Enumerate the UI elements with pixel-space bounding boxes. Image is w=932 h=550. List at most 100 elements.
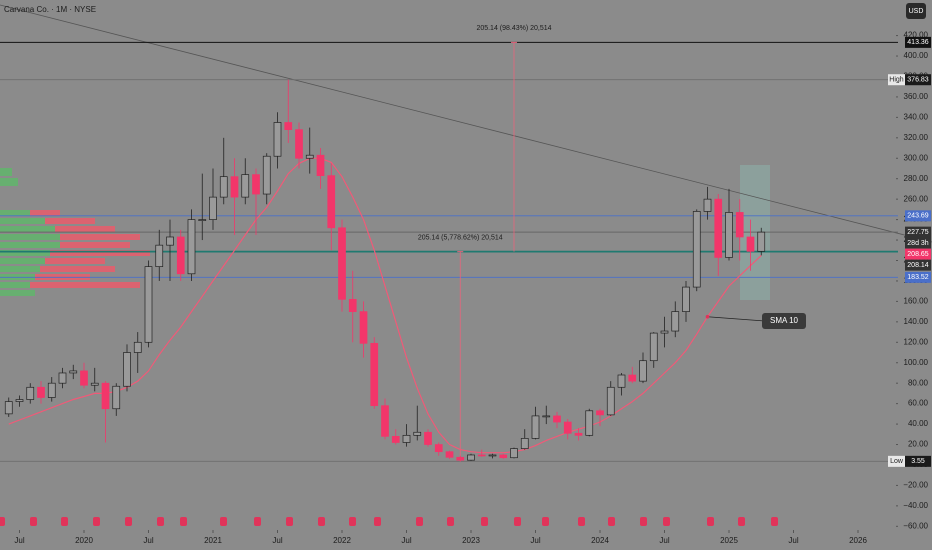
y-tick-label: 120.00 [904, 337, 929, 346]
candle-body [370, 342, 379, 407]
candle-body [456, 456, 465, 461]
candle-body [424, 431, 432, 445]
sma-label-box [762, 313, 806, 329]
candle-body [198, 219, 207, 221]
price-label: 183.52 [907, 274, 929, 281]
y-tick-label: 260.00 [904, 194, 929, 203]
x-tick-label: 2025 [720, 536, 738, 545]
y-tick-label: 420.00 [904, 31, 929, 40]
y-tick-label: 140.00 [904, 317, 929, 326]
price-label-box [905, 271, 931, 283]
sma-line [8, 157, 762, 454]
y-tick-label: 100.00 [904, 358, 929, 367]
price-label-box [905, 210, 931, 222]
candle-body [230, 176, 239, 198]
candle-body [467, 454, 475, 461]
candle-body [520, 438, 529, 449]
price-label: 243.69 [907, 213, 929, 220]
price-label-box [905, 248, 931, 260]
candle-body [735, 212, 744, 238]
x-tick-label: 2020 [75, 536, 93, 545]
price-label: 227.75 [907, 229, 929, 236]
y-tick-label: −60.00 [903, 521, 928, 530]
candle-body [477, 454, 486, 457]
price-label-box [905, 36, 931, 48]
y-tick-label: 360.00 [904, 92, 929, 101]
candle-body [47, 382, 56, 398]
candle-body [585, 410, 594, 436]
y-tick-label: 300.00 [904, 153, 929, 162]
candle-body [4, 401, 13, 415]
countdown: 28d 3h [907, 240, 929, 247]
measure-label: 205.14 (5,778.62%) 20,514 [418, 235, 503, 242]
y-tick-label: 340.00 [904, 112, 929, 121]
candle-body [241, 174, 250, 198]
currency[interactable]: USD [909, 8, 924, 15]
candle-body [273, 122, 282, 157]
candle-body [219, 176, 228, 198]
candle-body [37, 386, 45, 398]
y-tick-label: 400.00 [904, 51, 929, 60]
y-tick-label: 60.00 [908, 399, 929, 408]
candle-body [413, 431, 422, 436]
candle-body [80, 370, 88, 386]
x-tick-label: 2026 [849, 536, 867, 545]
candle-body [327, 175, 336, 229]
y-tick-label: −20.00 [903, 481, 928, 490]
candle-body [144, 266, 153, 343]
y-tick-label: 160.00 [904, 297, 929, 306]
candle-body [90, 382, 99, 386]
x-tick-label: Jul [659, 536, 669, 545]
candle-body [391, 436, 400, 443]
candle-body [639, 360, 647, 382]
candle-body [574, 432, 583, 436]
candle-body [252, 174, 260, 195]
x-tick-label: Jul [788, 536, 798, 545]
candle-body [262, 155, 271, 195]
candle-body [703, 198, 712, 212]
candle-body [187, 219, 196, 275]
price-label-box [905, 74, 931, 86]
price-label-box [905, 226, 931, 249]
price-label: 3.55 [911, 458, 925, 465]
candle-body [606, 386, 615, 416]
price-label: 376.83 [907, 77, 929, 84]
y-tick-label: 320.00 [904, 133, 929, 142]
sma-dot [705, 314, 710, 319]
candle-body [488, 454, 497, 457]
currency-button[interactable] [906, 3, 926, 19]
candle-body [682, 286, 690, 312]
y-tick-label: 80.00 [908, 378, 929, 387]
candle-body [402, 434, 411, 443]
price-tag: High [889, 77, 904, 84]
candle-body [542, 415, 551, 418]
x-tick-label: 2021 [204, 536, 222, 545]
price-label: 208.65 [907, 251, 929, 258]
candle-body [15, 399, 24, 402]
x-tick-label: Jul [401, 536, 411, 545]
candle-body [69, 370, 78, 374]
candle-body [692, 211, 701, 288]
y-tick-label: 280.00 [904, 174, 929, 183]
candle-body [746, 236, 755, 252]
y-tick-label: −40.00 [903, 501, 928, 510]
x-tick-label: 2023 [462, 536, 480, 545]
x-tick-label: Jul [143, 536, 153, 545]
x-tick-label: 2022 [333, 536, 351, 545]
price-tag: Low [890, 458, 904, 465]
trend-line [0, 4, 932, 243]
candle-body [209, 196, 217, 220]
candle-body [381, 405, 389, 437]
candle-body [155, 244, 164, 267]
price-label-box [905, 259, 931, 271]
price-label-box [905, 455, 931, 467]
candle-body [531, 415, 540, 439]
candle-body [284, 122, 293, 130]
sma-pointer [707, 316, 766, 322]
x-tick-label: Jul [272, 536, 282, 545]
candle-body [649, 332, 658, 362]
candle-body [553, 415, 561, 423]
price-label: 413.36 [907, 39, 929, 46]
